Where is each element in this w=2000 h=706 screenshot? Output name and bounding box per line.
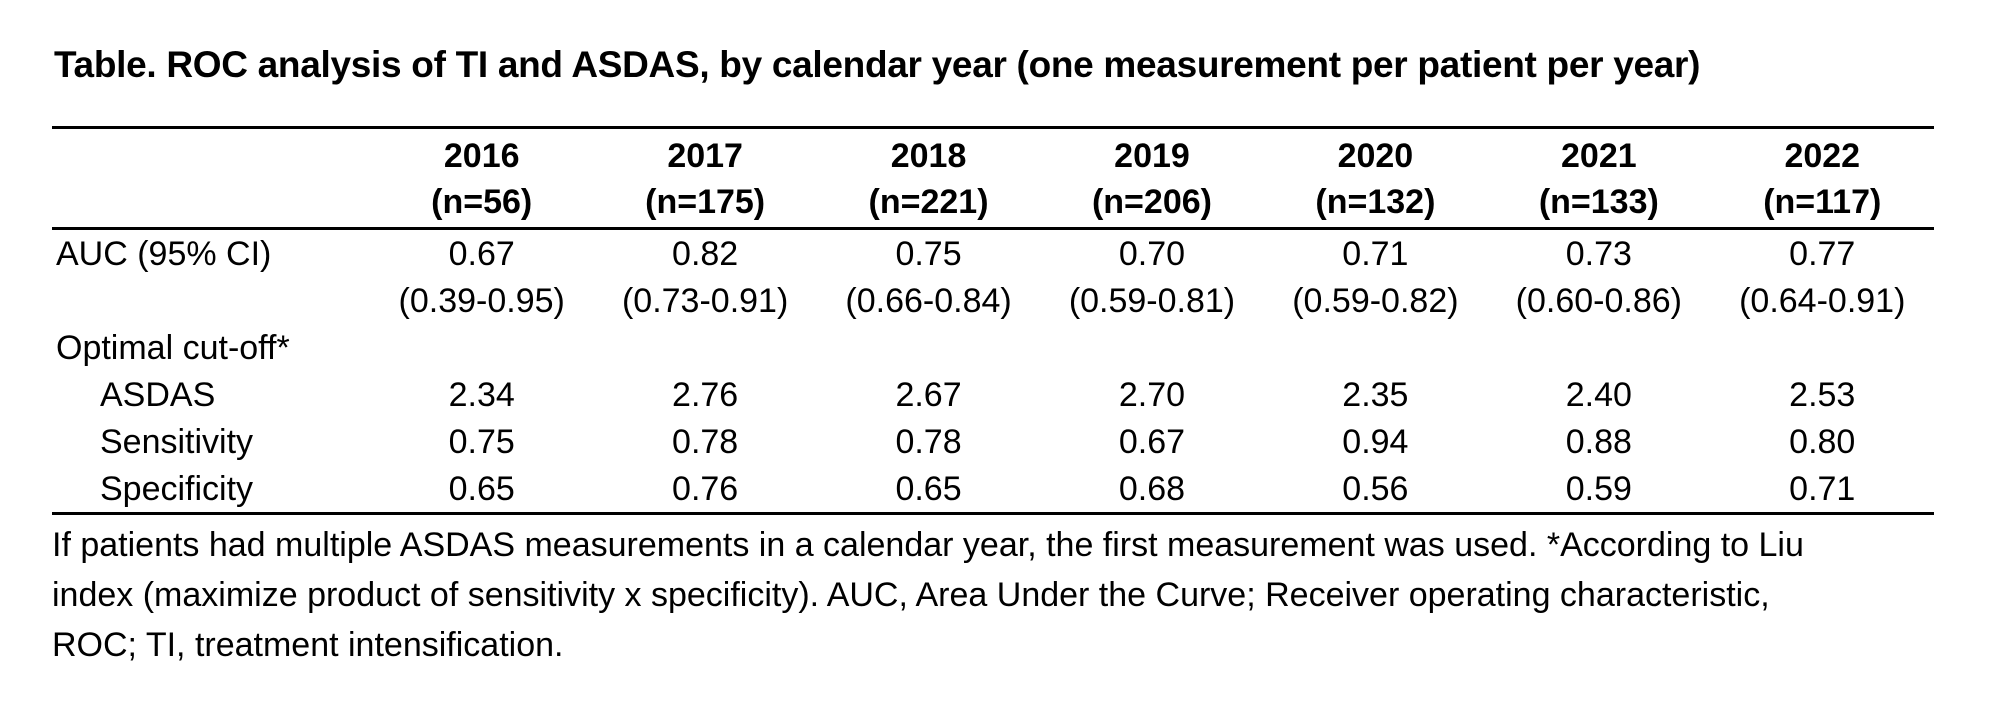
- column-header-2018: 2018 (n=221): [816, 127, 1041, 230]
- table-cell: 2.76: [672, 375, 739, 414]
- table-cell: (0.39-0.95): [398, 281, 565, 320]
- table-row: ASDAS 2.34 2.76 2.67 2.70 2.35 2.40 2.53: [52, 371, 1934, 418]
- table-cell: 0.59: [1487, 465, 1711, 515]
- table-cell: [370, 324, 593, 371]
- table-cell: 2.35: [1342, 375, 1409, 414]
- table-row: Sensitivity 0.75 0.78 0.78 0.67 0.94 0.88 0.80: [52, 418, 1934, 465]
- table-cell: 0.78: [672, 422, 739, 461]
- row-label: Specificity: [52, 465, 370, 515]
- table-cell: 0.88: [1565, 422, 1632, 461]
- table-row: Specificity 0.65 0.76 0.65 0.68 0.56 0.59 0.71: [52, 465, 1934, 515]
- table-cell: [1264, 324, 1487, 371]
- table-cell: [593, 324, 816, 371]
- table-body: AUC (95% CI) 0.67 0.82 0.75 0.70 0.71 0.73 0.77…: [52, 229, 1934, 515]
- column-year: 2018: [890, 137, 967, 175]
- table-cell: 2.34: [448, 375, 515, 414]
- table-cell: (0.59-0.81): [1068, 281, 1236, 320]
- column-year: 2016: [443, 137, 520, 175]
- header-row: 2016 (n=56) 2017 (n=175) 2018 (n=221) 2019 (n=2…: [52, 127, 1934, 230]
- table-cell: (0.59-0.82): [1292, 281, 1459, 320]
- row-label: Sensitivity: [100, 422, 254, 461]
- footnote: If patients had multiple ASDAS measureme…: [52, 520, 1804, 670]
- table-cell: 0.68: [1040, 465, 1264, 515]
- table-cell: 0.75: [448, 422, 515, 461]
- column-n: (n=133): [1538, 183, 1659, 221]
- roc-table: 2016 (n=56) 2017 (n=175) 2018 (n=221) 2019 (n=2…: [52, 126, 1934, 515]
- table-cell: [1711, 324, 1934, 371]
- table-cell: [817, 324, 1040, 371]
- row-label: ASDAS: [100, 375, 216, 414]
- footnote-line: If patients had multiple ASDAS measureme…: [52, 526, 1804, 564]
- table-cell: 0.76: [593, 465, 817, 515]
- table-cell: [1487, 324, 1710, 371]
- table-cell: 2.53: [1789, 375, 1856, 414]
- table-cell: 0.78: [895, 422, 962, 461]
- table-cell: (0.73-0.91): [621, 281, 789, 320]
- row-label: Optimal cut-off*: [56, 328, 290, 367]
- table-cell: 0.77: [1789, 234, 1856, 273]
- column-header-2021: 2021 (n=133): [1487, 127, 1711, 230]
- column-n: (n=221): [868, 183, 989, 221]
- table-cell: 0.67: [448, 234, 515, 273]
- table-cell: (0.64-0.91): [1739, 281, 1906, 320]
- column-n: (n=56): [431, 183, 533, 221]
- table-cell: 2.67: [895, 375, 962, 414]
- footnote-line: index (maximize product of sensitivity x…: [52, 576, 1770, 614]
- column-header-2017: 2017 (n=175): [593, 127, 817, 230]
- table-cell: (0.60-0.86): [1515, 281, 1682, 320]
- table-cell: 2.40: [1565, 375, 1632, 414]
- table-header: 2016 (n=56) 2017 (n=175) 2018 (n=221) 2019 (n=2…: [52, 127, 1934, 230]
- column-year: 2020: [1337, 137, 1414, 175]
- column-header-2022: 2022 (n=117): [1710, 127, 1934, 230]
- table-cell: 0.80: [1789, 422, 1856, 461]
- row-label: [52, 277, 370, 324]
- footnote-line: ROC; TI, treatment intensification.: [52, 626, 564, 664]
- table-cell: [1040, 324, 1263, 371]
- table-row: (0.39-0.95) (0.73-0.91) (0.66-0.84) (0.59-0…: [52, 277, 1934, 324]
- table-cell: 0.73: [1565, 234, 1632, 273]
- table-cell: 0.82: [672, 234, 739, 273]
- column-n: (n=206): [1091, 183, 1212, 221]
- table-cell: 0.56: [1263, 465, 1488, 515]
- table-cell: 0.67: [1118, 422, 1186, 461]
- table-cell: 0.94: [1342, 422, 1409, 461]
- column-year: 2017: [667, 137, 743, 175]
- table-row: Optimal cut-off*: [52, 324, 1934, 371]
- column-n: (n=132): [1315, 183, 1436, 221]
- column-n: (n=175): [645, 183, 766, 221]
- table-cell: 2.70: [1118, 375, 1186, 414]
- table-cell: 0.71: [1710, 465, 1934, 515]
- table-cell: 0.65: [370, 465, 594, 515]
- table-title: Table. ROC analysis of TI and ASDAS, by …: [54, 44, 1701, 85]
- corner-cell: [52, 127, 370, 230]
- table-cell: 0.71: [1342, 234, 1409, 273]
- table-cell: 0.75: [895, 234, 962, 273]
- column-header-2016: 2016 (n=56): [370, 127, 594, 230]
- column-n: (n=117): [1763, 183, 1882, 221]
- table-row: AUC (95% CI) 0.67 0.82 0.75 0.70 0.71 0.73 0.77: [52, 229, 1934, 278]
- column-header-2019: 2019 (n=206): [1040, 127, 1264, 230]
- table-cell: (0.66-0.84): [845, 281, 1012, 320]
- column-year: 2022: [1784, 137, 1861, 175]
- row-label: AUC (95% CI): [56, 234, 272, 273]
- column-year: 2021: [1561, 137, 1637, 175]
- table-cell: 0.65: [816, 465, 1041, 515]
- table-cell: 0.70: [1118, 234, 1186, 273]
- column-header-2020: 2020 (n=132): [1263, 127, 1488, 230]
- column-year: 2019: [1114, 137, 1190, 175]
